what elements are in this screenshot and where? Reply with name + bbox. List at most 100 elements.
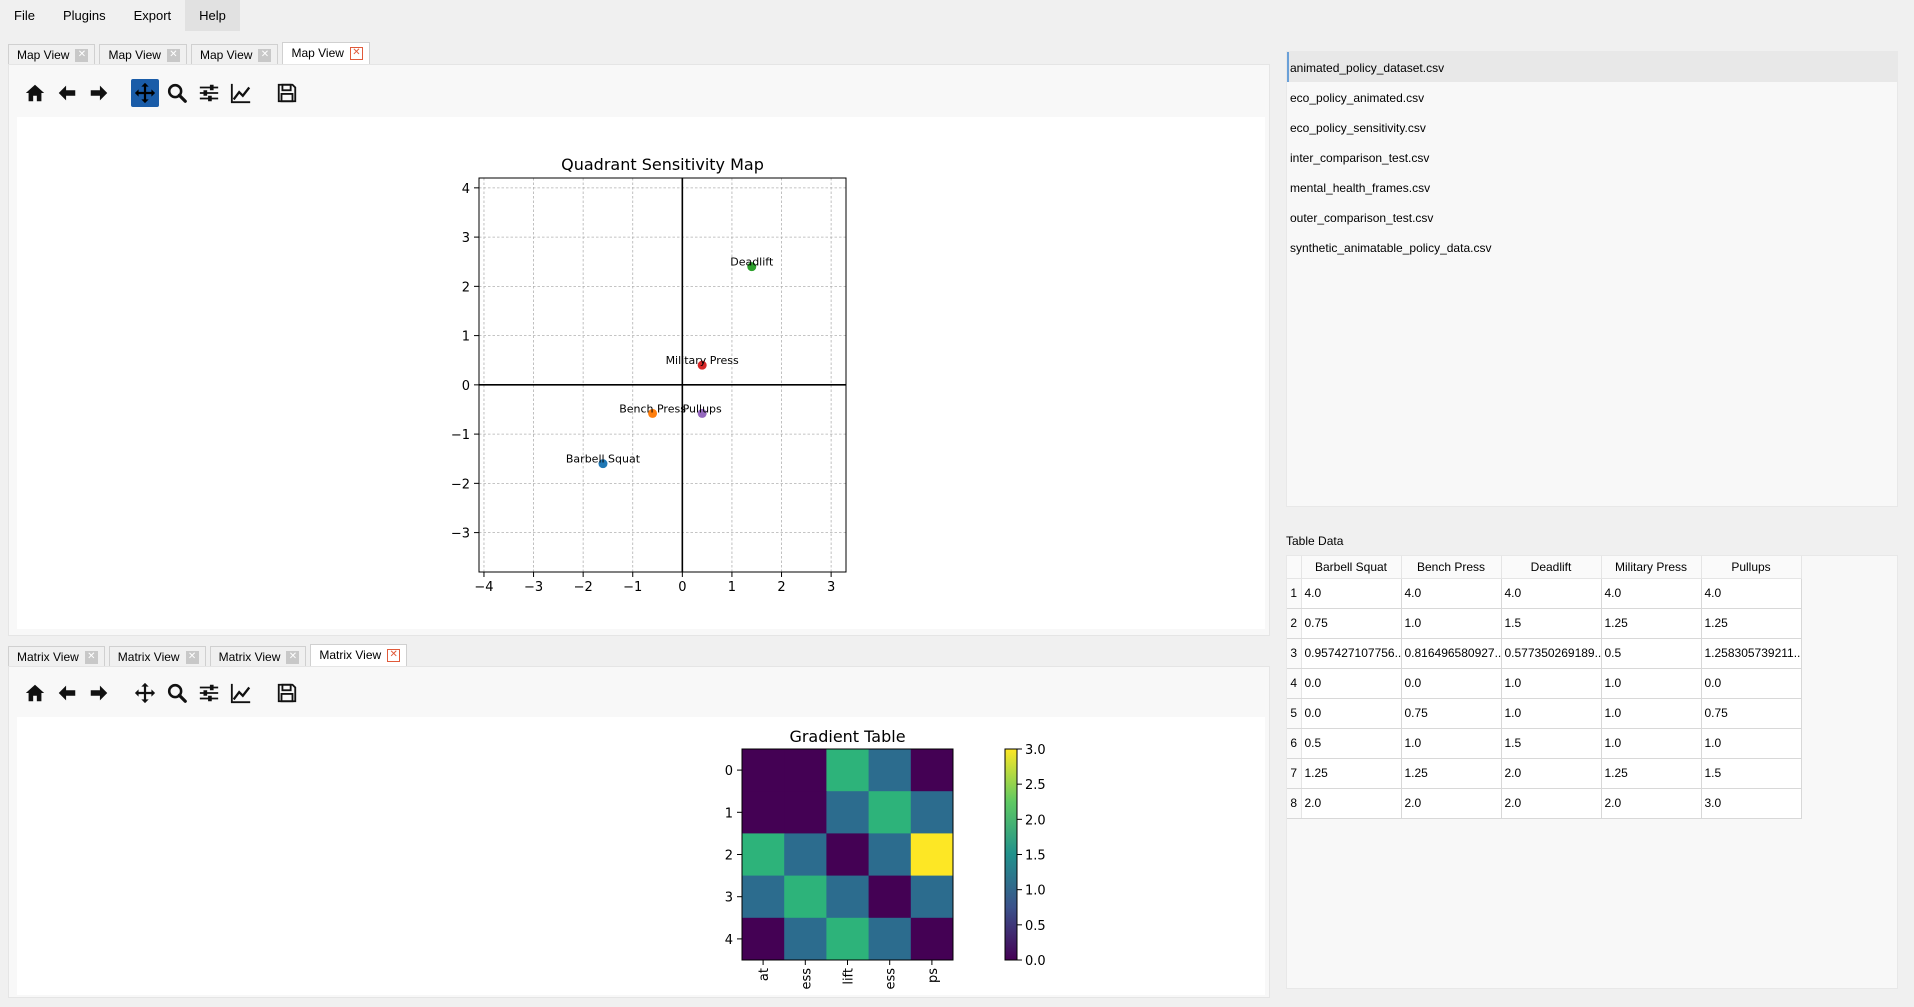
table-cell[interactable]: 0.75: [1701, 698, 1802, 729]
table-cell[interactable]: 1.25: [1601, 608, 1702, 639]
table-cell[interactable]: 0.0: [1401, 668, 1502, 699]
table-cell[interactable]: 4.0: [1701, 578, 1802, 609]
matrix-canvas[interactable]: Gradient Table 0 1 2 3 4 at ess lift ess ps 0.0 0.5 1…: [17, 717, 1265, 995]
row-header[interactable]: 6: [1287, 728, 1302, 759]
close-icon[interactable]: ✕: [349, 47, 363, 60]
row-header[interactable]: 4: [1287, 668, 1302, 699]
heatmap-cell[interactable]: [784, 917, 827, 961]
table-cell[interactable]: 1.5: [1501, 608, 1602, 639]
back-arrow-button[interactable]: [53, 679, 81, 707]
scatter-point[interactable]: [598, 459, 608, 469]
tab-matrix-view-2[interactable]: Matrix View ✕: [108, 646, 206, 666]
table-cell[interactable]: 1.0: [1601, 698, 1702, 729]
heatmap-cell[interactable]: [742, 875, 785, 919]
table-cell[interactable]: 1.0: [1501, 668, 1602, 699]
table-cell[interactable]: 3.0: [1701, 788, 1802, 819]
tab-map-view-4[interactable]: Map View ✕: [282, 42, 370, 64]
close-icon[interactable]: ✕: [166, 49, 180, 62]
row-header[interactable]: 5: [1287, 698, 1302, 729]
table-cell[interactable]: 1.25: [1301, 758, 1402, 789]
heatmap-cell[interactable]: [742, 917, 785, 961]
home-button[interactable]: [21, 79, 49, 107]
zoom-button[interactable]: [163, 79, 191, 107]
table-cell[interactable]: 0.816496580927...: [1401, 638, 1502, 669]
heatmap-cell[interactable]: [910, 875, 954, 919]
heatmap-cell[interactable]: [742, 791, 785, 834]
file-item[interactable]: synthetic_animatable_policy_data.csv: [1290, 241, 1492, 255]
column-header[interactable]: Deadlift: [1501, 556, 1602, 579]
heatmap-cell[interactable]: [910, 791, 954, 834]
table-cell[interactable]: 1.0: [1601, 668, 1702, 699]
map-canvas[interactable]: Quadrant Sensitivity Map −4 −3 −2 −1 0 1 2 3 −3 −2…: [17, 117, 1265, 629]
heatmap-cell[interactable]: [784, 833, 827, 877]
heatmap-cell[interactable]: [784, 875, 827, 919]
table-cell[interactable]: 0.75: [1401, 698, 1502, 729]
heatmap-cell[interactable]: [784, 749, 827, 792]
zoom-button[interactable]: [163, 679, 191, 707]
table-cell[interactable]: 1.5: [1501, 728, 1602, 759]
table-cell[interactable]: 0.0: [1301, 698, 1402, 729]
row-header[interactable]: 2: [1287, 608, 1302, 639]
column-header[interactable]: Bench Press: [1401, 556, 1502, 579]
tab-map-view-2[interactable]: Map View ✕: [99, 44, 187, 64]
table-cell[interactable]: 0.0: [1701, 668, 1802, 699]
column-header[interactable]: Military Press: [1601, 556, 1702, 579]
close-icon[interactable]: ✕: [185, 651, 199, 664]
table-cell[interactable]: 2.0: [1601, 788, 1702, 819]
table-cell[interactable]: 1.0: [1601, 728, 1702, 759]
close-icon[interactable]: ✕: [387, 649, 401, 662]
table-cell[interactable]: 1.25: [1701, 608, 1802, 639]
heatmap-cell[interactable]: [868, 791, 912, 834]
file-item[interactable]: outer_comparison_test.csv: [1290, 211, 1434, 225]
table-cell[interactable]: 4.0: [1401, 578, 1502, 609]
file-item[interactable]: animated_policy_dataset.csv: [1287, 52, 1897, 82]
table-cell[interactable]: 1.0: [1401, 608, 1502, 639]
menu-export[interactable]: Export: [133, 8, 172, 23]
table-cell[interactable]: 1.0: [1501, 698, 1602, 729]
file-item[interactable]: inter_comparison_test.csv: [1290, 151, 1430, 165]
scatter-point[interactable]: [697, 360, 707, 370]
close-icon[interactable]: ✕: [258, 49, 272, 62]
table-cell[interactable]: 4.0: [1301, 578, 1402, 609]
heatmap-cell[interactable]: [868, 917, 912, 961]
forward-arrow-button[interactable]: [85, 79, 113, 107]
row-header[interactable]: 7: [1287, 758, 1302, 789]
table-cell[interactable]: 1.258305739211...: [1701, 638, 1802, 669]
tab-map-view-3[interactable]: Map View ✕: [190, 44, 279, 64]
heatmap-cell[interactable]: [910, 749, 954, 792]
row-header[interactable]: 3: [1287, 638, 1302, 669]
save-button[interactable]: [273, 79, 301, 107]
column-header[interactable]: Pullups: [1701, 556, 1802, 579]
table-cell[interactable]: 1.0: [1401, 728, 1502, 759]
menu-file[interactable]: File: [14, 8, 35, 23]
menu-plugins[interactable]: Plugins: [62, 8, 106, 23]
pan-button[interactable]: [131, 79, 159, 107]
file-item[interactable]: eco_policy_animated.csv: [1290, 91, 1425, 105]
scatter-point[interactable]: [697, 408, 707, 418]
heatmap-cell[interactable]: [826, 749, 870, 792]
tab-matrix-view-3[interactable]: Matrix View ✕: [209, 646, 307, 666]
tab-map-view-1[interactable]: Map View ✕: [8, 44, 96, 64]
heatmap-cell[interactable]: [868, 833, 912, 877]
scatter-point[interactable]: [648, 408, 658, 418]
edit-axis-button[interactable]: [227, 79, 255, 107]
column-header[interactable]: Barbell Squat: [1301, 556, 1402, 579]
table-cell[interactable]: 0.577350269189...: [1501, 638, 1602, 669]
table-cell[interactable]: 4.0: [1601, 578, 1702, 609]
tab-matrix-view-4[interactable]: Matrix View ✕: [310, 644, 408, 666]
heatmap-cell[interactable]: [868, 749, 912, 792]
table-cell[interactable]: 0.5: [1601, 638, 1702, 669]
heatmap-cell[interactable]: [868, 875, 912, 919]
heatmap-cell[interactable]: [742, 749, 785, 792]
close-icon[interactable]: ✕: [75, 49, 89, 62]
file-item[interactable]: mental_health_frames.csv: [1290, 181, 1431, 195]
forward-arrow-button[interactable]: [85, 679, 113, 707]
tab-matrix-view-1[interactable]: Matrix View ✕: [8, 646, 105, 666]
file-item[interactable]: eco_policy_sensitivity.csv: [1290, 121, 1426, 135]
scatter-point[interactable]: [747, 262, 757, 272]
heatmap-cell[interactable]: [910, 917, 954, 961]
heatmap-cell[interactable]: [826, 875, 870, 919]
table-cell[interactable]: 2.0: [1501, 788, 1602, 819]
menu-help[interactable]: Help: [185, 0, 240, 31]
save-button[interactable]: [273, 679, 301, 707]
